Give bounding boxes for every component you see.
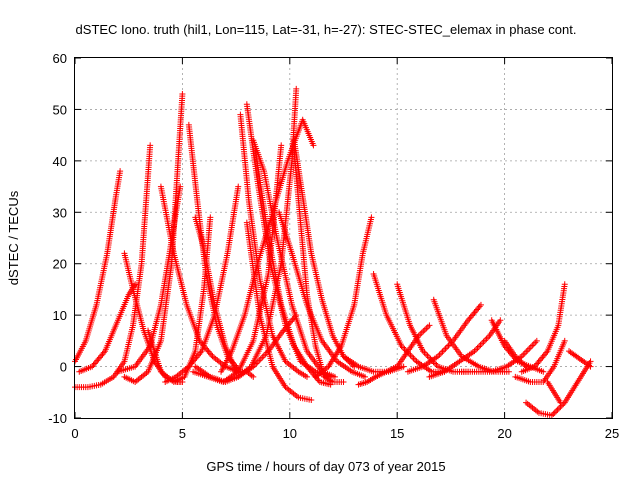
- axis-ticks: 0 5 10 15 20 25 -10 0 10 20 30 40 50 60: [48, 51, 619, 441]
- data-series: [404, 301, 484, 375]
- x-tick-label: 20: [497, 426, 511, 441]
- data-point: [554, 406, 561, 413]
- data-marks: [72, 85, 594, 419]
- data-series: [218, 116, 317, 375]
- x-tick-label: 0: [71, 426, 78, 441]
- data-point: [293, 312, 300, 319]
- data-series: [72, 168, 124, 365]
- data-series: [312, 214, 375, 380]
- data-series: [523, 358, 594, 419]
- data-series: [544, 379, 564, 406]
- data-point: [207, 214, 214, 221]
- data-point: [558, 402, 565, 409]
- data-point: [551, 409, 558, 416]
- data-point: [250, 373, 257, 380]
- y-tick-label: 30: [53, 205, 67, 220]
- data-point: [293, 85, 300, 92]
- data-series: [192, 312, 300, 385]
- data-point: [497, 317, 504, 324]
- data-series: [237, 111, 310, 380]
- data-point: [553, 408, 560, 415]
- data-series: [426, 317, 504, 380]
- y-axis-label: dSTEC / TECUs: [6, 190, 21, 285]
- data-point: [426, 322, 433, 329]
- data-series: [501, 337, 530, 370]
- data-series: [291, 147, 347, 385]
- data-series: [566, 348, 594, 370]
- data-point: [147, 142, 154, 149]
- y-tick-label: -10: [48, 411, 67, 426]
- data-series: [76, 281, 139, 375]
- data-point: [117, 168, 124, 175]
- grid-lines: [75, 58, 612, 418]
- data-series: [430, 296, 512, 375]
- data-point: [303, 373, 310, 380]
- data-series: [512, 337, 568, 385]
- y-tick-label: 0: [60, 360, 67, 375]
- data-point: [540, 368, 547, 375]
- x-tick-label: 15: [390, 426, 404, 441]
- data-series: [340, 353, 407, 375]
- data-point: [561, 337, 568, 344]
- data-point: [587, 363, 594, 370]
- data-point: [308, 397, 315, 403]
- data-point: [132, 281, 139, 288]
- data-point: [477, 301, 484, 308]
- data-point: [310, 142, 317, 149]
- data-point: [177, 183, 184, 190]
- data-point: [340, 379, 347, 385]
- data-point: [533, 337, 540, 344]
- x-tick-label: 10: [283, 426, 297, 441]
- y-tick-label: 20: [53, 257, 67, 272]
- data-point: [361, 373, 368, 380]
- y-tick-label: 60: [53, 51, 67, 66]
- data-point: [557, 399, 564, 406]
- y-tick-label: 50: [53, 102, 67, 117]
- data-point: [368, 214, 375, 221]
- data-series: [72, 142, 154, 391]
- x-tick-label: 25: [605, 426, 619, 441]
- y-tick-label: 40: [53, 154, 67, 169]
- x-axis-label: GPS time / hours of day 073 of year 2015: [206, 459, 445, 474]
- chart-title: dSTEC Iono. truth (hil1, Lon=115, Lat=-3…: [76, 22, 577, 37]
- data-series: [145, 214, 214, 385]
- data-series: [518, 281, 568, 375]
- data-point: [548, 412, 555, 419]
- y-tick-label: 10: [53, 308, 67, 323]
- data-point: [561, 281, 568, 288]
- data-point: [235, 183, 242, 190]
- data-point: [560, 401, 567, 407]
- data-point: [331, 373, 338, 380]
- plot-frame: [74, 57, 613, 419]
- data-point: [523, 363, 530, 370]
- data-point: [550, 411, 557, 417]
- data-series: [291, 137, 358, 370]
- data-point: [278, 142, 285, 149]
- data-point: [587, 358, 594, 365]
- x-tick-label: 5: [179, 426, 186, 441]
- data-point: [400, 363, 407, 370]
- data-point: [505, 368, 512, 375]
- data-point: [556, 405, 563, 412]
- data-point: [179, 91, 186, 97]
